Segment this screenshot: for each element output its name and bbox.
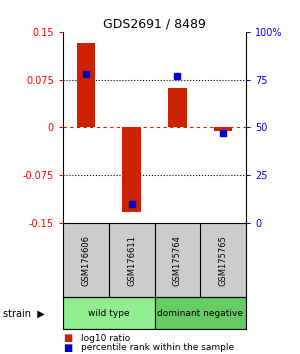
Bar <box>122 127 141 212</box>
Bar <box>214 127 232 131</box>
Text: dominant negative: dominant negative <box>157 309 243 318</box>
Bar <box>154 297 246 329</box>
Bar <box>63 297 154 329</box>
Text: percentile rank within the sample: percentile rank within the sample <box>81 343 234 352</box>
Bar <box>77 43 95 127</box>
Text: GSM175765: GSM175765 <box>219 235 228 286</box>
Bar <box>168 88 187 127</box>
Title: GDS2691 / 8489: GDS2691 / 8489 <box>103 18 206 31</box>
Text: ■: ■ <box>63 333 72 343</box>
Text: GSM175764: GSM175764 <box>173 235 182 286</box>
Text: GSM176606: GSM176606 <box>81 235 90 286</box>
Text: wild type: wild type <box>88 309 130 318</box>
Text: strain  ▶: strain ▶ <box>3 308 45 318</box>
Text: ■: ■ <box>63 343 72 353</box>
Text: log10 ratio: log10 ratio <box>81 333 130 343</box>
Text: GSM176611: GSM176611 <box>127 235 136 286</box>
